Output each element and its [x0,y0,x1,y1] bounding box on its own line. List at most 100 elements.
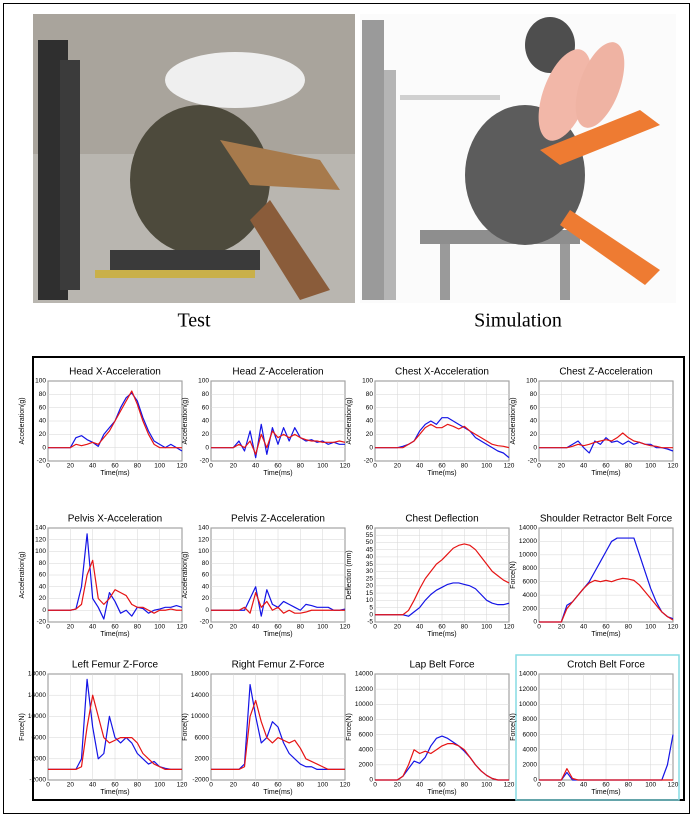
x-tick-label: 0 [537,782,541,789]
x-axis-label: Time(ms) [263,789,292,796]
subplot: 020406080100120-505101520253035404550556… [346,514,515,638]
y-tick-label: 14000 [191,692,209,699]
y-tick-label: 10 [366,597,374,604]
y-tick-label: 45 [366,546,374,553]
image-caption: Test [177,310,210,332]
y-tick-label: 8000 [359,716,374,723]
y-tick-label: 35 [366,561,374,568]
x-tick-label: 60 [438,782,446,789]
y-tick-label: 2000 [32,756,47,763]
x-tick-label: 40 [580,624,588,631]
x-tick-label: 100 [645,463,656,470]
x-tick-label: 20 [394,624,402,631]
y-tick-label: 40 [366,554,374,561]
y-tick-label: 0 [533,777,537,784]
y-tick-label: -5 [367,619,373,626]
y-tick-label: 2000 [195,756,210,763]
x-tick-label: 80 [461,782,469,789]
y-tick-label: -20 [200,458,210,465]
x-tick-label: 60 [274,624,282,631]
x-tick-label: 40 [416,463,424,470]
y-axis-label: Deflection (mm) [346,550,353,599]
y-tick-label: 10000 [28,713,46,720]
y-tick-label: 0 [42,444,46,451]
x-tick-label: 80 [134,463,142,470]
y-tick-label: 20 [202,595,210,602]
x-tick-label: 120 [177,624,188,631]
y-tick-label: 4000 [523,746,538,753]
x-axis-label: Time(ms) [427,789,456,796]
y-tick-label: 40 [39,583,47,590]
y-tick-label: 40 [366,418,374,425]
chart-title: Left Femur Z-Force [72,660,159,671]
figure: Test Simulation 020406080100120-20020406… [0,0,694,817]
x-tick-label: 20 [67,463,75,470]
y-tick-label: 6000 [195,734,210,741]
page: {"figure": {"images": [{"caption": "Test… [0,0,694,817]
x-tick-label: 120 [504,782,515,789]
x-tick-label: 60 [111,624,119,631]
x-tick-label: 40 [89,624,97,631]
x-tick-label: 120 [668,624,679,631]
y-tick-label: 60 [366,404,374,411]
y-tick-label: 0 [205,444,209,451]
y-tick-label: 0 [369,611,373,618]
x-tick-label: 80 [625,463,633,470]
y-axis-label: Acceleration(g) [510,397,517,444]
y-tick-label: 4000 [523,592,538,599]
y-axis-label: Acceleration(g) [346,397,353,444]
y-tick-label: 10000 [519,552,537,559]
y-tick-label: 60 [202,572,210,579]
y-tick-label: 14000 [355,671,373,678]
y-tick-label: 20 [366,583,374,590]
y-axis-label: Force(N) [182,713,189,741]
x-tick-label: 40 [416,782,424,789]
y-tick-label: 8000 [523,565,538,572]
x-axis-label: Time(ms) [591,470,620,477]
y-tick-label: 80 [202,560,210,567]
y-tick-label: 100 [198,548,209,555]
x-tick-label: 20 [230,463,238,470]
y-tick-label: 50 [366,539,374,546]
y-tick-label: -2000 [29,777,46,784]
test-photo [33,14,355,303]
y-tick-label: 12000 [355,686,373,693]
x-tick-label: 40 [89,463,97,470]
y-tick-label: 20 [366,431,374,438]
y-tick-label: 40 [202,583,210,590]
x-tick-label: 40 [416,624,424,631]
chart-title: Head Z-Acceleration [232,367,323,378]
y-tick-label: 20 [39,595,47,602]
x-tick-label: 20 [394,463,402,470]
x-tick-label: 0 [46,463,50,470]
x-tick-label: 80 [134,624,142,631]
subplot: 020406080100120-20020406080100Head Z-Acc… [182,367,351,477]
x-tick-label: 80 [297,463,305,470]
x-tick-label: 0 [46,782,50,789]
x-tick-label: 100 [154,782,165,789]
y-tick-label: 14000 [519,671,537,678]
image-caption: Simulation [474,310,562,332]
x-axis-label: Time(ms) [100,470,129,477]
x-tick-label: 20 [67,782,75,789]
chart-title: Shoulder Retractor Belt Force [540,514,673,525]
subplot: 020406080100120-20020406080100Chest X-Ac… [346,367,515,477]
x-axis-label: Time(ms) [427,470,456,477]
y-tick-label: 6000 [523,578,538,585]
y-tick-label: 18000 [28,671,46,678]
y-tick-label: 40 [39,418,47,425]
y-tick-label: 30 [366,568,374,575]
x-tick-label: 0 [46,624,50,631]
y-tick-label: 18000 [191,671,209,678]
y-tick-label: 60 [202,404,210,411]
x-tick-label: 0 [537,463,541,470]
x-tick-label: 100 [481,624,492,631]
y-tick-label: 60 [39,404,47,411]
x-axis-label: Time(ms) [591,789,620,796]
y-tick-label: 40 [202,418,210,425]
y-tick-label: 80 [530,391,538,398]
x-axis-label: Time(ms) [100,631,129,638]
y-tick-label: 0 [205,607,209,614]
x-tick-label: 60 [602,624,610,631]
x-tick-label: 100 [317,624,328,631]
